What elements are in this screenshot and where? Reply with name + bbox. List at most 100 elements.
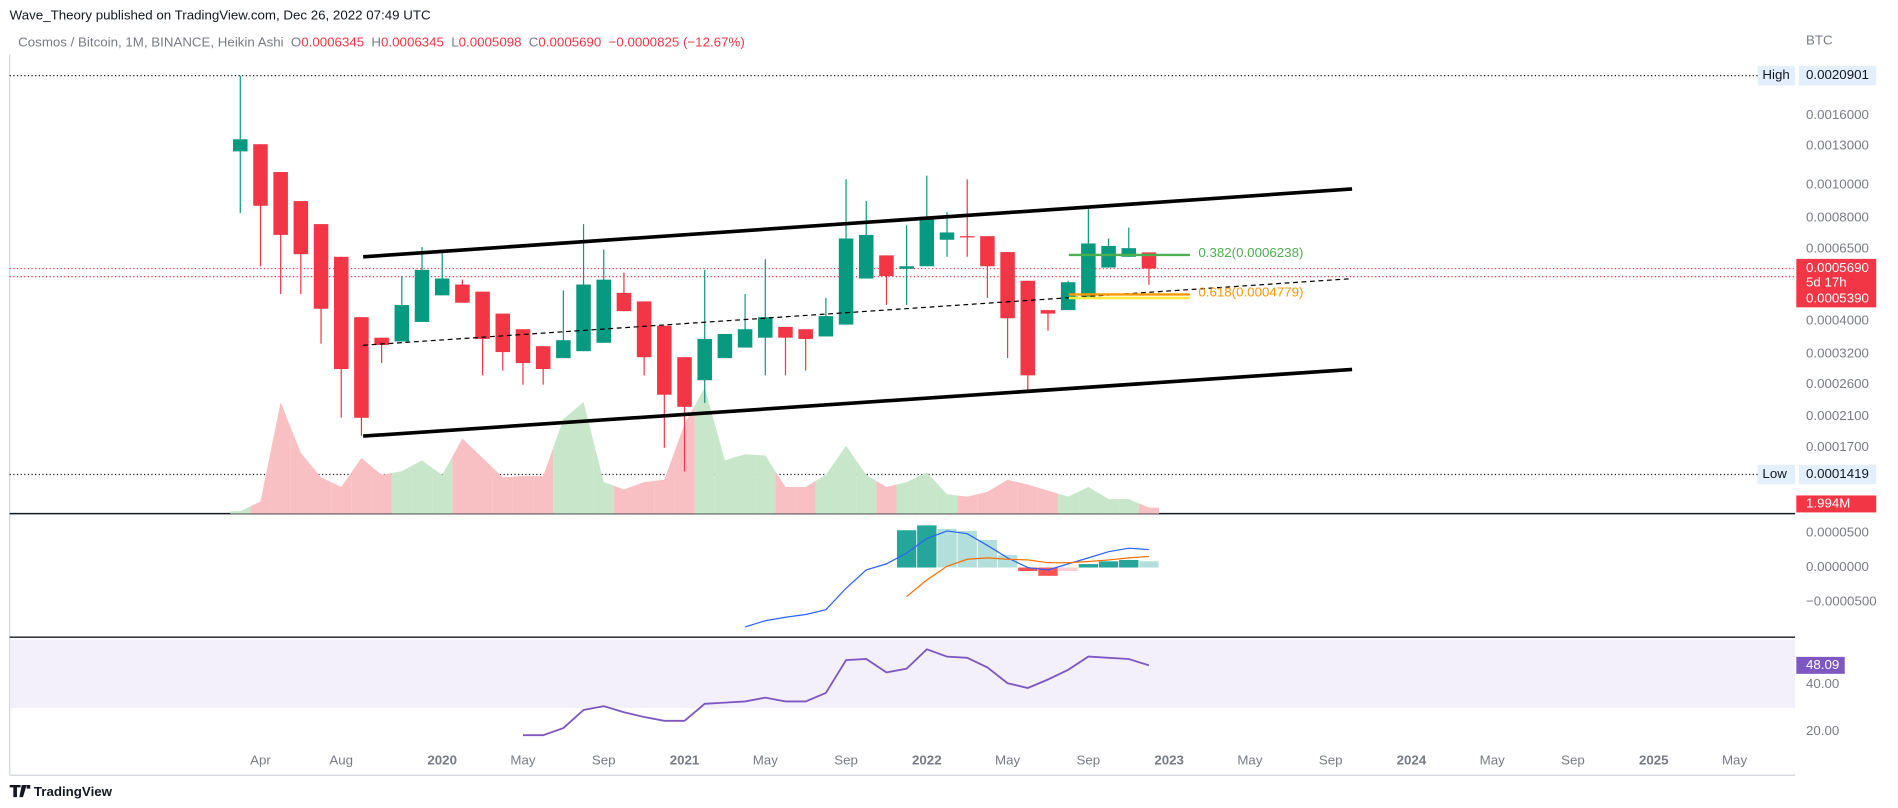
x-tick-label: 2024 bbox=[1397, 752, 1427, 767]
lower-layer bbox=[9, 75, 1796, 709]
volume-area bbox=[351, 457, 372, 514]
y-tick-label: 0.0001700 bbox=[1806, 439, 1869, 454]
volume-area bbox=[512, 476, 534, 514]
volume-area bbox=[694, 387, 715, 514]
channel-lower bbox=[363, 367, 1353, 438]
candle-body bbox=[233, 139, 248, 152]
macd-histogram-bar bbox=[1018, 567, 1038, 571]
candle-body bbox=[576, 284, 591, 352]
candle-body bbox=[515, 329, 531, 364]
fib-label: 0.382(0.0006238) bbox=[1198, 245, 1303, 260]
x-tick-label: 2021 bbox=[670, 752, 700, 767]
volume-area bbox=[936, 483, 958, 514]
candle-body bbox=[535, 346, 551, 370]
ohlc-value: 0.0005098 bbox=[459, 34, 522, 49]
x-tick-label: May bbox=[1237, 752, 1262, 767]
candle-body bbox=[636, 301, 652, 358]
y-tick-label: 0.0008000 bbox=[1806, 210, 1869, 225]
candle-body bbox=[313, 224, 329, 309]
macd-line bbox=[744, 530, 1149, 628]
extreme-label-box bbox=[1757, 464, 1796, 485]
y-tick-label: 0.0016000 bbox=[1806, 107, 1869, 122]
candle-body bbox=[414, 269, 430, 322]
volume-area bbox=[1078, 486, 1099, 514]
change: −0.0000825 (−12.67%) bbox=[609, 34, 745, 49]
macd-histogram-bar bbox=[1119, 559, 1139, 568]
volume-area bbox=[1058, 491, 1079, 514]
publisher: Wave_Theory published on TradingView.com… bbox=[10, 7, 431, 22]
ohlc-key: O bbox=[291, 34, 301, 49]
x-tick-label: 2025 bbox=[1639, 752, 1669, 767]
y-tick-label: 0.0002100 bbox=[1806, 408, 1869, 423]
x-tick-label: Apr bbox=[250, 752, 271, 767]
candle-body bbox=[293, 201, 309, 255]
volume-area bbox=[411, 460, 433, 514]
candle-body bbox=[758, 317, 773, 338]
channel-upper bbox=[363, 187, 1353, 259]
volume-area bbox=[714, 423, 735, 514]
extreme-value-box bbox=[1798, 65, 1877, 86]
volume-label: 1.994M bbox=[1806, 495, 1850, 510]
volume-area bbox=[835, 445, 857, 514]
macd-histogram-bar bbox=[937, 528, 957, 568]
volume-area bbox=[1118, 499, 1139, 514]
macd-histogram-bar bbox=[1098, 561, 1119, 568]
extreme-value: 0.0001419 bbox=[1806, 466, 1869, 481]
x-tick-label: May bbox=[1480, 752, 1505, 767]
rsi-tick-label: 20.00 bbox=[1806, 723, 1839, 738]
candle-body bbox=[253, 144, 268, 206]
candle-body bbox=[1081, 243, 1096, 297]
rsi-box bbox=[1796, 656, 1845, 674]
volume-area bbox=[856, 460, 877, 514]
candle-body bbox=[374, 337, 389, 345]
prev-price-label: 0.0005390 bbox=[1806, 290, 1869, 305]
macd-histogram-bar bbox=[1058, 567, 1078, 571]
candle-body bbox=[1141, 252, 1157, 269]
volume-area bbox=[795, 480, 816, 514]
candle-body bbox=[495, 313, 511, 353]
volume-area bbox=[310, 465, 332, 514]
x-tick-label: Sep bbox=[834, 752, 858, 767]
candle-body bbox=[980, 236, 995, 267]
last-price-label: 0.0005690 bbox=[1806, 260, 1869, 275]
volume-area bbox=[371, 466, 392, 514]
ohlc-key: H bbox=[371, 34, 381, 49]
y-tick-label: 0.0013000 bbox=[1806, 138, 1869, 153]
candle-body bbox=[1040, 310, 1056, 314]
fib-label: 0.618(0.0004779) bbox=[1198, 285, 1303, 300]
candle-body bbox=[818, 316, 834, 337]
volume-area bbox=[1017, 482, 1038, 514]
volume-area bbox=[331, 472, 352, 514]
candle-body bbox=[596, 279, 612, 343]
candle-body bbox=[919, 216, 935, 267]
countdown: 5d 17h bbox=[1806, 275, 1847, 290]
volume-area bbox=[553, 410, 574, 514]
volume-box bbox=[1796, 495, 1877, 513]
candle-body bbox=[475, 291, 490, 339]
candle-body bbox=[1000, 252, 1015, 319]
price-box bbox=[1796, 258, 1877, 308]
candle-body bbox=[434, 278, 450, 296]
volume-area bbox=[997, 479, 1018, 514]
volume-area bbox=[432, 456, 453, 514]
candle-body bbox=[677, 357, 692, 407]
x-tick-label: Sep bbox=[1077, 752, 1101, 767]
candle-body bbox=[273, 172, 288, 235]
ohlc-key: L bbox=[451, 34, 458, 49]
ohlc-value: 0.0006345 bbox=[381, 34, 444, 49]
volume-area bbox=[613, 485, 635, 514]
candle-body bbox=[717, 334, 733, 359]
candle-body bbox=[697, 338, 712, 381]
x-tick-label: 2020 bbox=[427, 752, 457, 767]
extreme-label: Low bbox=[1762, 466, 1787, 481]
x-tick-label: Aug bbox=[329, 752, 353, 767]
ohlc-value: 0.0006345 bbox=[301, 34, 364, 49]
volume-area bbox=[734, 454, 756, 514]
volume-area bbox=[1138, 503, 1160, 514]
volume-area bbox=[1098, 493, 1119, 514]
volume-area bbox=[896, 477, 917, 514]
volume-area bbox=[654, 451, 675, 514]
macd-histogram-bar bbox=[896, 530, 917, 568]
macd-histogram-bar bbox=[1139, 561, 1159, 568]
x-tick-label: May bbox=[1722, 752, 1747, 767]
